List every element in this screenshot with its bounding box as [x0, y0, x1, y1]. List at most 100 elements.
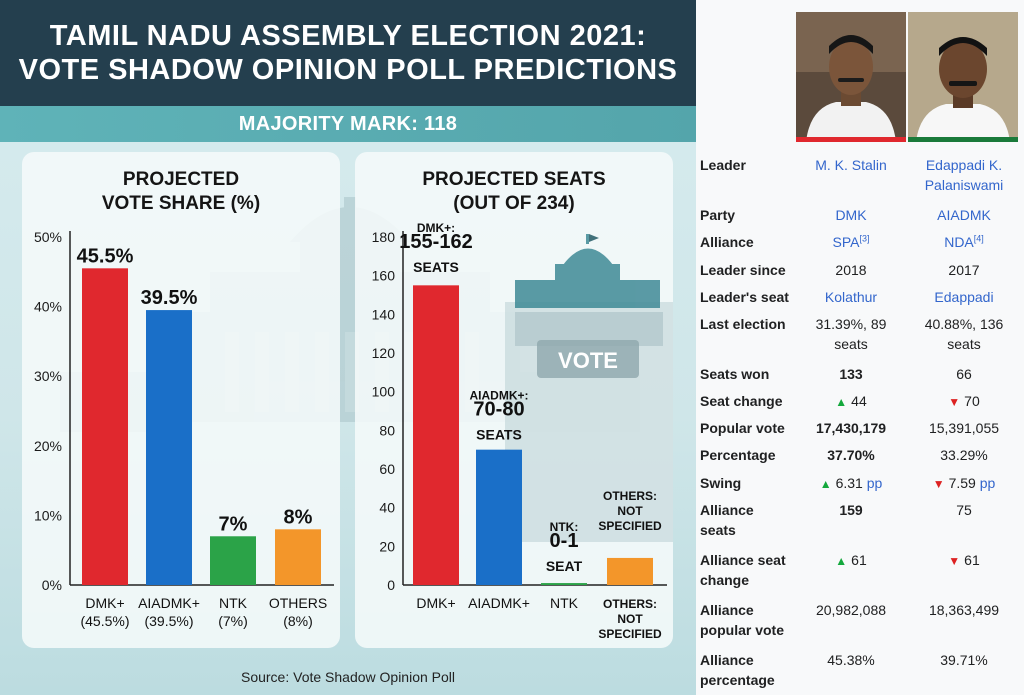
bar-ntk: [541, 583, 587, 585]
x-tick-label-line: SPECIFIED: [598, 627, 662, 641]
seats-won-1: 133: [839, 366, 863, 382]
seats-won-2: 66: [956, 366, 972, 382]
last-election-2-a: 40.88%, 136: [924, 316, 1004, 332]
x-tick-sublabel: (39.5%): [144, 613, 193, 629]
last-election-2-b: seats: [947, 336, 981, 352]
link-pp[interactable]: pp: [866, 475, 883, 491]
data-label-line: SPECIFIED: [598, 519, 662, 533]
data-label-line: NTK:: [550, 520, 579, 534]
leader-since-1: 2018: [835, 262, 867, 278]
link-nda[interactable]: NDA: [944, 234, 974, 250]
link-palaniswami[interactable]: Edappadi K. Palaniswami: [908, 155, 1020, 195]
infographic: TAMIL NADU ASSEMBLY ELECTION 2021: VOTE …: [0, 0, 696, 695]
data-label-line: 0-1: [550, 530, 579, 552]
ballot-box-illustration: VOTE: [505, 302, 673, 542]
alliance-cell-2: NDA[4]: [908, 232, 1020, 252]
seats-title-line-2: (OUT OF 234): [453, 193, 575, 214]
alliance-percentage-1: 45.38%: [827, 652, 875, 668]
bar-others: [607, 557, 653, 585]
last-election-2: 40.88%, 136 seats: [908, 314, 1020, 354]
last-election-1: 31.39%, 89 seats: [796, 314, 906, 354]
increase-arrow-icon: ▲: [835, 395, 848, 409]
vote-share-panel: 0% 10% 20% 30% 40% 50% 45.5% DMK+ (45.5%) 39.5% AI…: [22, 152, 340, 648]
swing-2: ▼ 7.59 pp: [908, 473, 1020, 494]
x-tick-sublabel: (7%): [218, 613, 248, 629]
increase-arrow-icon: ▲: [835, 554, 848, 568]
x-tick-label: NTK: [219, 595, 248, 611]
data-label-line: 155-162: [399, 231, 472, 253]
data-label: DMK+: 155-162 SEATS: [399, 221, 472, 275]
alliance-seat-change-2: ▼ 61: [908, 550, 1020, 571]
decrease-arrow-icon: ▼: [948, 395, 961, 409]
alliance-popular-vote-1: 20,982,088: [815, 602, 887, 618]
alliance-seats-2: 75: [956, 502, 972, 518]
bar-ntk: [210, 536, 256, 585]
palaniswami-name-line-2: Palaniswami: [924, 177, 1004, 193]
data-label-line: SEAT: [546, 558, 583, 574]
y-tick-label: 100: [372, 384, 396, 400]
y-tick-label: 20: [379, 538, 395, 554]
y-tick-label: 60: [379, 461, 395, 477]
x-tick-label: NTK: [550, 595, 579, 611]
seat-change-2-value: 70: [964, 393, 980, 409]
vote-share-chart: 0% 10% 20% 30% 40% 50% 45.5% DMK+ (45.5%) 39.5% AI…: [34, 229, 334, 629]
ref-3[interactable]: [3]: [859, 233, 870, 244]
label-alliance-seat-change-b: change: [700, 572, 750, 588]
x-tick-label-line: DMK+: [416, 595, 455, 611]
title-line-1: TAMIL NADU ASSEMBLY ELECTION 2021:: [49, 20, 647, 52]
link-spa[interactable]: SPA: [832, 234, 860, 250]
link-stalin[interactable]: M. K. Stalin: [815, 157, 887, 173]
seats-panel: VOTE 0 20 40 60 80 100 120 140 160 180 DMK+: 155-16…: [355, 152, 673, 648]
link-kolathur[interactable]: Kolathur: [824, 289, 878, 305]
title-banner: TAMIL NADU ASSEMBLY ELECTION 2021: VOTE …: [0, 0, 696, 106]
palaniswami-photo[interactable]: [908, 12, 1018, 142]
link-edappadi[interactable]: Edappadi: [934, 289, 994, 305]
bar-others: [275, 529, 321, 585]
last-election-1-a: 31.39%, 89: [815, 316, 887, 332]
label-alliance-popular-vote-a: Alliance: [700, 602, 754, 618]
y-tick-label: 20%: [34, 438, 62, 454]
y-tick-label: 50%: [34, 229, 62, 245]
y-tick-label: 10%: [34, 507, 62, 523]
x-tick-sublabel: (8%): [283, 613, 313, 629]
label-alliance-seats-a: Alliance: [700, 502, 754, 518]
alliance-seat-change-1-value: 61: [851, 552, 867, 568]
x-tick-label: OTHERS: [269, 595, 327, 611]
link-aiadmk[interactable]: AIADMK: [937, 207, 991, 223]
link-dmk[interactable]: DMK: [835, 207, 867, 223]
data-label-line: SEATS: [476, 427, 522, 443]
increase-arrow-icon: ▲: [819, 477, 832, 491]
x-tick-label-line: NTK: [550, 595, 579, 611]
seats-title: PROJECTED SEATS (OUT OF 234): [355, 168, 673, 216]
ref-4[interactable]: [4]: [973, 233, 984, 244]
seat-change-2: ▼ 70: [908, 391, 1020, 412]
data-label: OTHERS: NOT SPECIFIED: [598, 489, 662, 533]
alliance-seats-1: 159: [839, 502, 863, 518]
data-label: 45.5%: [77, 245, 134, 267]
data-label-line: AIADMK+:: [470, 389, 529, 403]
data-label-line: OTHERS:: [603, 489, 657, 503]
x-tick-label: DMK+: [85, 595, 124, 611]
y-tick-label: 120: [372, 345, 396, 361]
vote-share-title-line-2: VOTE SHARE (%): [101, 193, 261, 214]
parliament-building-icon: [515, 234, 660, 308]
x-tick-label-line: NOT: [617, 612, 643, 626]
y-tick-label: 0: [387, 577, 395, 593]
label-alliance-seats: Alliance seats: [700, 500, 754, 540]
y-tick-label: 140: [372, 306, 396, 322]
label-alliance-percentage: Alliance percentage: [700, 650, 775, 690]
y-tick-label: 80: [379, 422, 395, 438]
data-label: 7%: [219, 513, 248, 535]
x-tick-label-line: OTHERS:: [603, 597, 657, 611]
dmk-color-bar: [796, 137, 906, 142]
label-alliance-seat-change: Alliance seat change: [700, 550, 786, 590]
label-leader-since: Leader since: [700, 262, 786, 278]
last-election-1-b: seats: [834, 336, 868, 352]
alliance-percentage-2: 39.71%: [940, 652, 988, 668]
label-alliance-percentage-b: percentage: [700, 672, 775, 688]
portrait-image: [796, 12, 906, 142]
stalin-photo[interactable]: [796, 12, 906, 142]
aiadmk-color-bar: [908, 137, 1018, 142]
link-pp[interactable]: pp: [979, 475, 996, 491]
label-alliance-seat-change-a: Alliance seat: [700, 552, 786, 568]
